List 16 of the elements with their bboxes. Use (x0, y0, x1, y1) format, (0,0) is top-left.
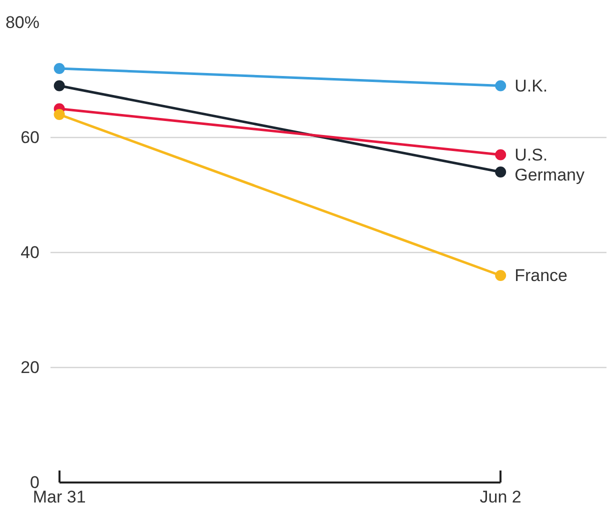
point (495, 149, 506, 160)
x-tick-label: Jun 2 (480, 488, 522, 506)
series-label: Germany (514, 165, 586, 184)
point (495, 80, 506, 92)
series-label: France (514, 266, 568, 285)
point (495, 166, 506, 178)
y-tick-label: 80% (5, 13, 40, 32)
y-tick-label: 40 (20, 243, 40, 262)
y-tick-label: 20 (20, 358, 40, 377)
series-label: U.K. (514, 76, 548, 96)
series-label: U.S. (514, 145, 548, 164)
y-tick-label: 60 (20, 128, 40, 147)
point (54, 63, 65, 74)
point (54, 80, 65, 92)
point (54, 109, 65, 120)
point (495, 270, 506, 281)
